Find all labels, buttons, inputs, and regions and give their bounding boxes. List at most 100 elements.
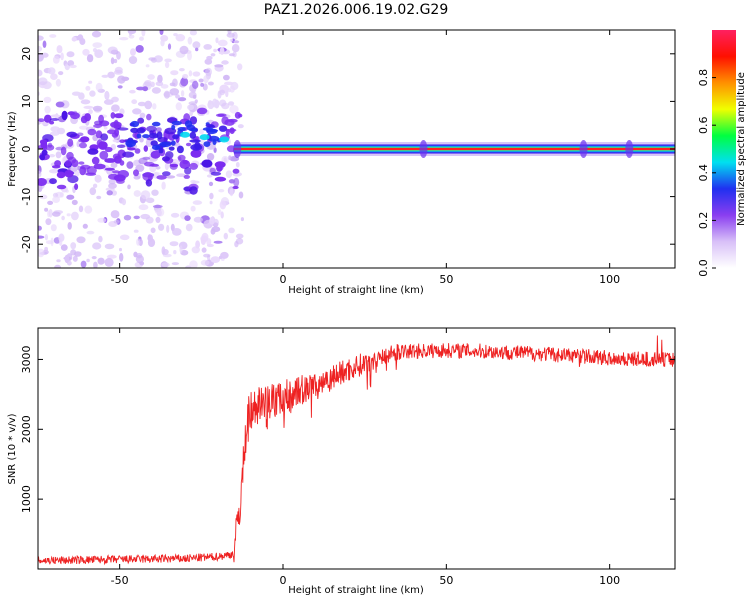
chart-title: PAZ1.2026.006.19.02.G29: [264, 2, 449, 18]
spectral-blob: [218, 255, 223, 260]
spectral-blob: [237, 124, 244, 129]
spectral-blob: [113, 58, 118, 64]
spectral-blob: [162, 171, 171, 177]
spectral-blob: [108, 182, 117, 189]
spectral-blob: [107, 46, 118, 54]
spectral-blob: [179, 245, 183, 254]
spectral-blob: [134, 148, 141, 154]
spectral-blob: [160, 35, 169, 42]
spectral-blob: [60, 146, 67, 156]
spectral-blob: [171, 262, 179, 266]
spectral-blob: [39, 154, 46, 161]
spectral-blob: [44, 105, 51, 114]
spectral-blob: [104, 243, 115, 250]
spectral-blob: [92, 42, 103, 48]
spectral-blob: [147, 74, 155, 80]
spectral-blob: [38, 248, 45, 258]
spectral-blob: [212, 98, 218, 108]
spectral-blob: [172, 78, 178, 87]
top-y-axis: -20 -10 0 10 20: [20, 47, 675, 253]
spectral-blob: [201, 247, 207, 253]
spectral-blob: [179, 45, 189, 55]
spectral-blob: [206, 174, 213, 178]
spectral-blob: [128, 56, 138, 64]
spectral-blob: [148, 57, 156, 61]
spectral-blob: [185, 223, 193, 232]
spectral-blob: [114, 128, 120, 136]
spectral-blob: [212, 139, 217, 145]
spectral-blob: [135, 45, 144, 53]
spectral-blob: [110, 162, 118, 168]
spectral-blob: [175, 102, 182, 111]
spectral-blob: [117, 127, 129, 131]
spectral-blob: [189, 131, 197, 139]
spectral-blob: [203, 253, 211, 258]
spectral-blob: [150, 150, 161, 159]
spectral-blob: [48, 154, 56, 158]
spectral-blob: [78, 138, 88, 143]
spectral-blob: [184, 215, 191, 222]
spectral-blob: [184, 120, 193, 128]
spectral-blob: [47, 200, 54, 205]
x-tick-label: -50: [111, 574, 129, 587]
spectral-blob: [229, 85, 235, 93]
spectral-blob: [172, 228, 182, 236]
spectral-blob: [64, 254, 70, 264]
spectral-blob: [93, 124, 103, 128]
spectral-blob: [169, 241, 179, 247]
spectral-blob: [164, 61, 170, 69]
spectral-blob: [104, 158, 117, 163]
spectral-blob: [51, 165, 61, 169]
spectral-blob: [142, 86, 148, 92]
spectral-blob: [38, 225, 42, 231]
spectral-blob: [58, 238, 63, 246]
spectral-blob: [44, 234, 49, 241]
spectral-blob: [158, 223, 165, 231]
spectral-blob: [170, 212, 180, 218]
spectral-blob: [169, 88, 180, 96]
spectral-blob: [217, 39, 228, 47]
spectral-blob: [151, 121, 161, 127]
spectral-blob: [184, 167, 192, 175]
spectral-blob: [82, 223, 88, 229]
spectral-blob: [144, 100, 153, 110]
spectral-blob: [38, 52, 44, 62]
spectral-blob: [60, 52, 64, 61]
spectral-blob: [201, 159, 213, 168]
spectral-blob: [123, 214, 132, 221]
spectral-blob: [188, 128, 198, 132]
spectral-blob: [213, 240, 223, 244]
spectral-blob: [56, 259, 61, 263]
spectral-blob: [133, 190, 141, 197]
spectral-blob: [143, 145, 148, 152]
spectral-blob: [229, 127, 235, 134]
spectral-blob: [78, 205, 84, 213]
spectral-blob: [205, 67, 212, 77]
spectral-blob: [146, 125, 157, 132]
snr-line: [38, 335, 675, 566]
colorbar-gradient: [712, 30, 736, 268]
spectral-blob: [93, 163, 106, 170]
y-tick-label: -20: [20, 235, 33, 253]
spectral-blob: [113, 174, 126, 182]
spectral-blob: [132, 108, 142, 115]
spectral-blob: [192, 41, 201, 49]
spectral-blob: [200, 259, 210, 266]
spectral-blob: [137, 101, 146, 107]
spectral-blob: [47, 67, 56, 75]
spectral-blob: [64, 170, 74, 178]
spectral-blob: [171, 120, 182, 126]
carrier-spike: [625, 140, 634, 158]
bottom-y-axis-label: SNR (10 * v/v): [7, 413, 18, 484]
spectral-blob: [128, 30, 133, 36]
spectral-blob: [113, 219, 120, 224]
spectral-blob: [50, 224, 57, 232]
spectral-blob: [98, 235, 103, 243]
spectral-blob: [106, 190, 113, 196]
spectral-blob: [166, 224, 170, 233]
spectral-blob: [56, 45, 63, 54]
carrier-band: [233, 140, 675, 158]
spectral-blob: [133, 175, 141, 180]
spectral-blob: [93, 261, 98, 268]
